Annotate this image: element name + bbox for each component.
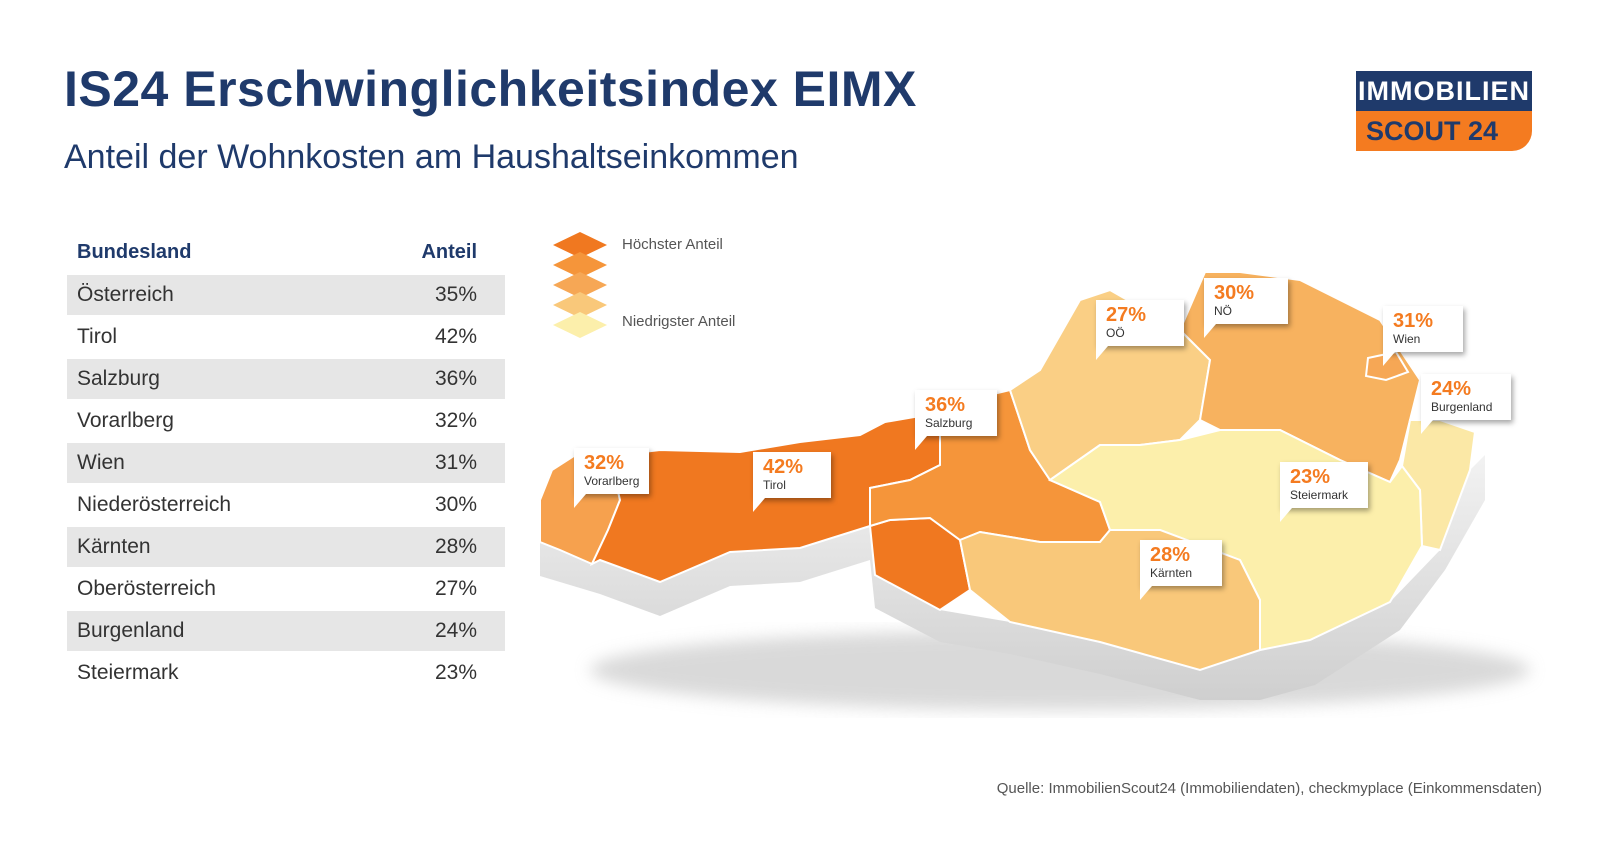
callout-pointer [1096, 346, 1108, 360]
austria-map-svg: Höchster Anteil Niedrigster Anteil [539, 232, 1530, 710]
row-value: 35% [434, 283, 477, 306]
row-value: 27% [434, 577, 477, 600]
callout-label: NÖ [1214, 304, 1232, 318]
callout-label: OÖ [1106, 326, 1125, 340]
row-name: Kärnten [77, 535, 151, 558]
callout-value: 30% [1214, 282, 1255, 304]
row-value: 36% [434, 367, 477, 390]
row-name: Vorarlberg [77, 409, 174, 432]
callout-noe: 30% NÖ [1204, 278, 1288, 338]
table-row: Tirol 42% [67, 317, 505, 357]
table-row: Salzburg 36% [67, 359, 505, 399]
legend-level-5 [553, 312, 607, 338]
callout-wien: 31% Wien [1383, 306, 1463, 366]
map-extrusion-wall [540, 455, 1485, 700]
callout-pointer [1204, 324, 1216, 338]
callout-label: Tirol [763, 478, 786, 492]
table-row: Vorarlberg 32% [67, 401, 505, 441]
table-row: Oberösterreich 27% [67, 569, 505, 609]
callout-pointer [1280, 508, 1292, 522]
legend-level-2 [553, 252, 607, 278]
row-value: 23% [434, 661, 477, 684]
callout-pointer [1140, 586, 1152, 600]
callout-value: 27% [1106, 304, 1147, 326]
logo-line-2: SCOUT 24 [1356, 111, 1532, 151]
row-value: 31% [434, 451, 477, 474]
callout-steiermark: 23% Steiermark [1280, 462, 1368, 522]
callout-label: Salzburg [925, 416, 973, 430]
page-title: IS24 Erschwinglichkeitsindex EIMX [64, 61, 917, 117]
callout-value: 28% [1150, 544, 1191, 566]
table-row: Wien 31% [67, 443, 505, 483]
row-name: Österreich [77, 283, 174, 306]
table-row: Niederösterreich 30% [67, 485, 505, 525]
table-row: Österreich 35% [67, 275, 505, 315]
row-name: Wien [77, 451, 125, 474]
row-value: 28% [434, 535, 477, 558]
callout-label: Wien [1393, 332, 1421, 346]
callout-value: 32% [584, 452, 625, 474]
callout-pointer [1421, 420, 1433, 434]
row-value: 32% [434, 409, 477, 432]
callout-value: 42% [763, 456, 804, 478]
callout-value: 23% [1290, 466, 1331, 488]
callout-burgenland: 24% Burgenland [1421, 374, 1511, 434]
row-value: 42% [434, 325, 477, 348]
page-subtitle: Anteil der Wohnkosten am Haushaltseinkom… [64, 138, 799, 176]
callout-pointer [1383, 352, 1395, 366]
legend-stack: Höchster Anteil Niedrigster Anteil [553, 232, 735, 338]
callout-label: Vorarlberg [584, 474, 640, 488]
callout-vorarlberg: 32% Vorarlberg [574, 448, 650, 508]
column-header-anteil: Anteil [421, 241, 477, 263]
row-name: Oberösterreich [77, 577, 216, 600]
share-table: Bundesland Anteil Österreich 35% Tirol 42%… [67, 231, 505, 695]
row-name: Tirol [77, 325, 118, 348]
callout-ooe: 27% OÖ [1096, 300, 1184, 360]
legend-level-3 [553, 272, 607, 298]
table-row: Kärnten 28% [67, 527, 505, 567]
legend-low-label: Niedrigster Anteil [622, 313, 735, 330]
logo-line-1: IMMOBILIEN [1356, 71, 1532, 111]
callout-value: 24% [1431, 378, 1472, 400]
callout-label: Kärnten [1150, 566, 1193, 580]
legend-level-1 [553, 232, 607, 258]
callout-kaernten: 28% Kärnten [1140, 540, 1222, 600]
immobilienscout24-logo: IMMOBILIEN SCOUT 24 [1356, 71, 1532, 151]
source-note: Quelle: ImmobilienScout24 (Immobiliendat… [996, 780, 1542, 797]
callout-label: Steiermark [1290, 488, 1349, 502]
row-name: Steiermark [77, 661, 179, 684]
row-name: Burgenland [77, 619, 185, 642]
row-name: Salzburg [77, 367, 160, 390]
callout-pointer [753, 498, 765, 512]
callout-pointer [574, 494, 586, 508]
callout-salzburg: 36% Salzburg [915, 390, 997, 450]
legend-high-label: Höchster Anteil [622, 236, 723, 253]
row-value: 30% [434, 493, 477, 516]
table-row: Burgenland 24% [67, 611, 505, 651]
table-header: Bundesland Anteil [67, 231, 505, 275]
callout-pointer [915, 436, 927, 450]
callout-value: 31% [1393, 310, 1434, 332]
row-value: 24% [434, 619, 477, 642]
legend-level-4 [553, 292, 607, 318]
austria-map: Höchster Anteil Niedrigster Anteil 32% V… [539, 230, 1570, 740]
callout-value: 36% [925, 394, 966, 416]
callout-label: Burgenland [1431, 400, 1493, 414]
row-name: Niederösterreich [77, 493, 232, 516]
column-header-bundesland: Bundesland [77, 241, 192, 263]
table-row: Steiermark 23% [67, 653, 505, 693]
callout-tirol: 42% Tirol [753, 452, 831, 512]
